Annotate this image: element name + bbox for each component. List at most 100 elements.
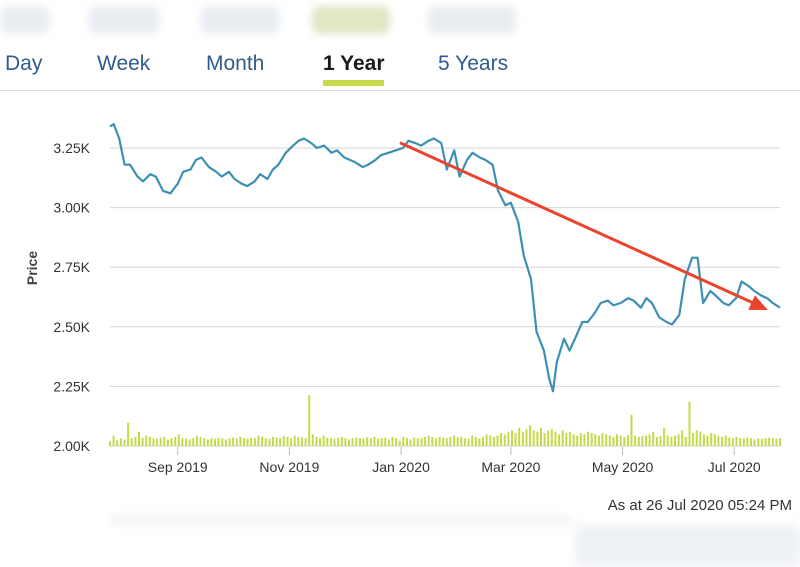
volume-bar xyxy=(721,437,723,446)
volume-bar xyxy=(138,432,140,446)
volume-bar xyxy=(775,439,777,446)
volume-bar xyxy=(319,438,321,446)
volume-bar xyxy=(279,438,281,446)
volume-bar xyxy=(131,438,133,446)
volume-bar xyxy=(283,436,285,446)
volume-bar xyxy=(232,437,234,446)
volume-bar xyxy=(287,437,289,446)
volume-bar xyxy=(308,395,310,446)
volume-bar xyxy=(134,437,136,446)
volume-bar xyxy=(551,429,553,446)
y-tick-label: 2.50K xyxy=(53,319,90,335)
volume-bar xyxy=(678,434,680,446)
volume-bar xyxy=(605,434,607,446)
volume-bar xyxy=(341,437,343,446)
volume-bar xyxy=(239,437,241,446)
volume-bar xyxy=(352,438,354,446)
volume-bar xyxy=(174,437,176,446)
volume-bar xyxy=(421,438,423,446)
x-tick-label: Jan 2020 xyxy=(372,459,430,475)
volume-bar xyxy=(573,434,575,446)
volume-bar xyxy=(428,436,430,446)
volume-bar xyxy=(402,437,404,446)
volume-bar xyxy=(442,438,444,446)
x-tick-label: Mar 2020 xyxy=(481,459,540,475)
y-tick-label: 2.75K xyxy=(53,259,90,275)
volume-bar xyxy=(145,436,147,446)
x-tick-label: Nov 2019 xyxy=(259,459,319,475)
volume-bar xyxy=(207,440,209,447)
chart-grid xyxy=(110,148,780,446)
volume-bar xyxy=(569,432,571,446)
volume-bar xyxy=(297,437,299,446)
volume-bar xyxy=(515,433,517,446)
volume-bar xyxy=(576,436,578,446)
volume-bar xyxy=(142,438,144,446)
volume-bar xyxy=(685,437,687,446)
volume-bar xyxy=(468,439,470,446)
volume-bar xyxy=(373,437,375,446)
volume-bar xyxy=(493,437,495,446)
volume-bar xyxy=(203,438,205,446)
volume-bar xyxy=(663,428,665,446)
volume-bar xyxy=(431,437,433,446)
volume-bar xyxy=(555,432,557,446)
volume-bar xyxy=(377,439,379,446)
volume-bar xyxy=(254,438,256,446)
volume-bar xyxy=(127,423,129,446)
volume-bar xyxy=(587,432,589,446)
y-tick-label: 3.00K xyxy=(53,200,90,216)
x-axis: Sep 2019 Nov 2019 Jan 2020 Mar 2020 May 2020… xyxy=(148,447,761,475)
volume-bar xyxy=(265,438,267,446)
volume-bar xyxy=(185,439,187,446)
volume-bar xyxy=(453,436,455,446)
x-tick-label: May 2020 xyxy=(592,459,654,475)
volume-bar xyxy=(330,438,332,446)
trend-arrow-line xyxy=(401,143,758,305)
volume-bar xyxy=(250,438,252,446)
volume-bar xyxy=(290,438,292,446)
volume-bar xyxy=(547,430,549,446)
volume-bar xyxy=(221,438,223,446)
volume-bar xyxy=(591,433,593,446)
volume-bar xyxy=(536,432,538,446)
volume-bar xyxy=(652,432,654,446)
trend-annotation xyxy=(401,143,768,310)
volume-bar xyxy=(384,438,386,446)
volume-bar xyxy=(533,430,535,446)
volume-bar xyxy=(511,430,513,446)
volume-bar xyxy=(464,438,466,446)
volume-bar xyxy=(399,441,401,446)
volume-bar xyxy=(728,438,730,446)
volume-bar xyxy=(696,430,698,446)
volume-bar xyxy=(779,438,781,446)
volume-bar xyxy=(504,434,506,446)
volume-bar xyxy=(156,439,158,446)
volume-bar xyxy=(163,437,165,446)
volume-bar xyxy=(439,437,441,446)
volume-bar xyxy=(594,434,596,446)
volume-bar xyxy=(681,430,683,446)
volume-bar xyxy=(598,436,600,446)
volume-bar xyxy=(714,434,716,446)
volume-bar xyxy=(153,438,155,446)
volume-bar xyxy=(116,440,118,446)
volume-bar xyxy=(192,438,194,446)
volume-bar xyxy=(113,436,115,446)
volume-bar xyxy=(497,436,499,446)
volume-bar xyxy=(167,440,169,447)
volume-bar xyxy=(486,434,488,446)
volume-bar xyxy=(765,438,767,446)
volume-bar xyxy=(522,432,524,446)
volume-bar xyxy=(754,440,756,447)
volume-bar xyxy=(667,436,669,446)
x-tick-label: Sep 2019 xyxy=(148,459,208,475)
volume-bar xyxy=(229,439,231,446)
volume-bar xyxy=(381,438,383,446)
volume-bar xyxy=(620,436,622,446)
volume-bar xyxy=(344,438,346,446)
volume-bar xyxy=(612,437,614,446)
volume-bar xyxy=(124,440,126,447)
y-axis: 2.00K 2.25K 2.50K 2.75K 3.00K 3.25K xyxy=(53,140,90,454)
volume-bar xyxy=(261,437,263,446)
